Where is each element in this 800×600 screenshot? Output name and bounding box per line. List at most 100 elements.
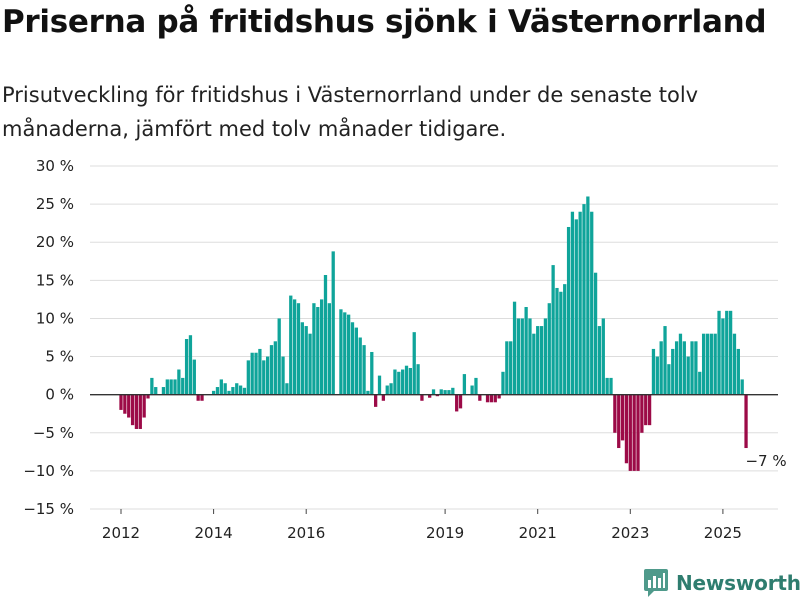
- bar: [300, 322, 304, 395]
- x-tick-label: 2023: [611, 524, 649, 542]
- bar: [624, 394, 629, 464]
- bar: [667, 364, 671, 395]
- bar: [377, 375, 382, 395]
- bar: [412, 332, 416, 395]
- bar: [397, 371, 401, 395]
- x-axis-labels: 2012 2014 2016 2019 2021 2023 2025: [102, 509, 742, 542]
- bar: [597, 326, 602, 395]
- x-tick-label: 2016: [287, 524, 325, 542]
- bar: [705, 333, 710, 395]
- bar: [686, 356, 690, 395]
- bar: [566, 226, 571, 395]
- bar: [674, 341, 679, 395]
- bar: [343, 312, 347, 395]
- bar: [439, 389, 443, 395]
- bar: [512, 301, 517, 395]
- bar: [497, 394, 501, 399]
- bar: [605, 377, 609, 395]
- bar: [574, 219, 578, 395]
- bar: [142, 394, 146, 418]
- bar: [690, 341, 694, 395]
- bar: [308, 333, 312, 395]
- bar: [277, 318, 281, 395]
- y-tick-label: 0 %: [45, 386, 74, 404]
- x-tick-label: 2012: [102, 524, 140, 542]
- bar: [347, 314, 351, 395]
- bar: [428, 394, 432, 398]
- bar: [339, 309, 343, 395]
- bar: [374, 394, 378, 407]
- bar: [489, 394, 494, 403]
- bar: [578, 211, 582, 395]
- bar: [358, 337, 362, 395]
- bar: [555, 287, 559, 395]
- bar: [644, 394, 648, 426]
- bar: [447, 390, 451, 395]
- bar: [196, 394, 200, 401]
- bar: [516, 318, 521, 395]
- bar: [455, 394, 459, 412]
- y-tick-label: 20 %: [36, 233, 74, 251]
- bar: [130, 394, 135, 426]
- bar: [350, 322, 355, 395]
- bar: [532, 333, 536, 395]
- bar: [431, 389, 436, 395]
- y-tick-label: 10 %: [36, 309, 74, 327]
- bar: [385, 385, 389, 395]
- bar: [717, 310, 721, 395]
- bar: [200, 394, 204, 401]
- bars-layer: [119, 196, 748, 471]
- bar: [354, 327, 358, 395]
- bar: [231, 387, 235, 395]
- bar: [381, 394, 386, 401]
- bar: [559, 291, 563, 395]
- bar: [539, 326, 544, 395]
- bar: [536, 326, 540, 395]
- bar: [671, 348, 675, 395]
- bar: [165, 379, 169, 395]
- bar: [312, 303, 316, 395]
- bar: [443, 390, 447, 395]
- bar: [435, 394, 440, 397]
- y-axis-labels: 30 % 25 % 20 % 15 % 10 % 5 % 0 % −5 % −10 % −15 %: [23, 157, 74, 518]
- bar: [238, 385, 243, 395]
- bar: [651, 348, 656, 395]
- bar: [127, 394, 131, 418]
- bar: [289, 295, 293, 395]
- y-tick-label: 25 %: [36, 195, 74, 213]
- bar: [732, 333, 737, 395]
- bar: [682, 341, 686, 395]
- bar: [728, 310, 733, 395]
- bar: [586, 196, 590, 395]
- bar: [655, 356, 659, 395]
- bar: [509, 341, 513, 395]
- grid-layer: [90, 165, 778, 510]
- newsworthy-logo: Newsworthy: [644, 568, 800, 598]
- bar: [563, 284, 567, 395]
- y-tick-label: −5 %: [33, 424, 74, 442]
- bar: [547, 303, 551, 395]
- bar: [273, 341, 277, 395]
- bar: [366, 390, 370, 395]
- y-tick-label: 15 %: [36, 271, 74, 289]
- bar: [285, 383, 289, 395]
- bar: [593, 272, 598, 395]
- bar: [169, 379, 173, 395]
- bar: [242, 387, 247, 395]
- bar: [520, 318, 524, 395]
- y-tick-label: −10 %: [23, 462, 74, 480]
- bar: [393, 369, 397, 395]
- bar: [628, 394, 632, 471]
- bar: [416, 364, 420, 395]
- bar: [269, 345, 274, 395]
- bar: [659, 341, 663, 395]
- y-tick-label: 5 %: [45, 348, 74, 366]
- bar: [173, 379, 177, 395]
- x-tick-label: 2014: [195, 524, 233, 542]
- bar: [678, 333, 683, 395]
- bar: [408, 367, 413, 395]
- bar: [721, 318, 725, 395]
- bar: [362, 345, 366, 395]
- bar: [451, 387, 455, 395]
